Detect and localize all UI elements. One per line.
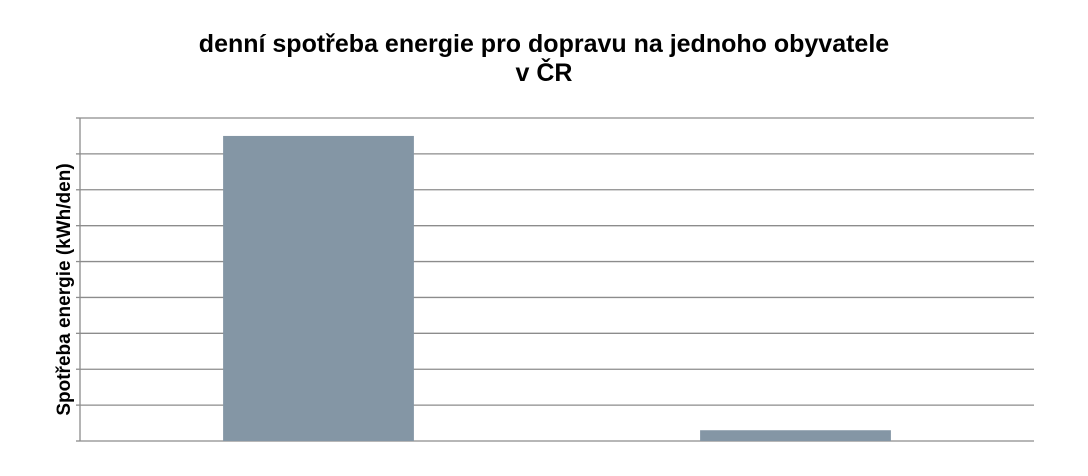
chart-title-line-1: denní spotřeba energie pro dopravu na je… xyxy=(198,30,890,58)
chart-title-line-2: v ČR xyxy=(515,59,573,87)
axes xyxy=(76,117,81,442)
bars xyxy=(223,135,891,441)
bar-2 xyxy=(700,430,891,441)
chart-title: denní spotřeba energie pro dopravu na je… xyxy=(0,30,1088,88)
y-axis-label: Spotřeba energie (kWh/den) xyxy=(54,163,75,415)
bar-1 xyxy=(223,135,414,441)
